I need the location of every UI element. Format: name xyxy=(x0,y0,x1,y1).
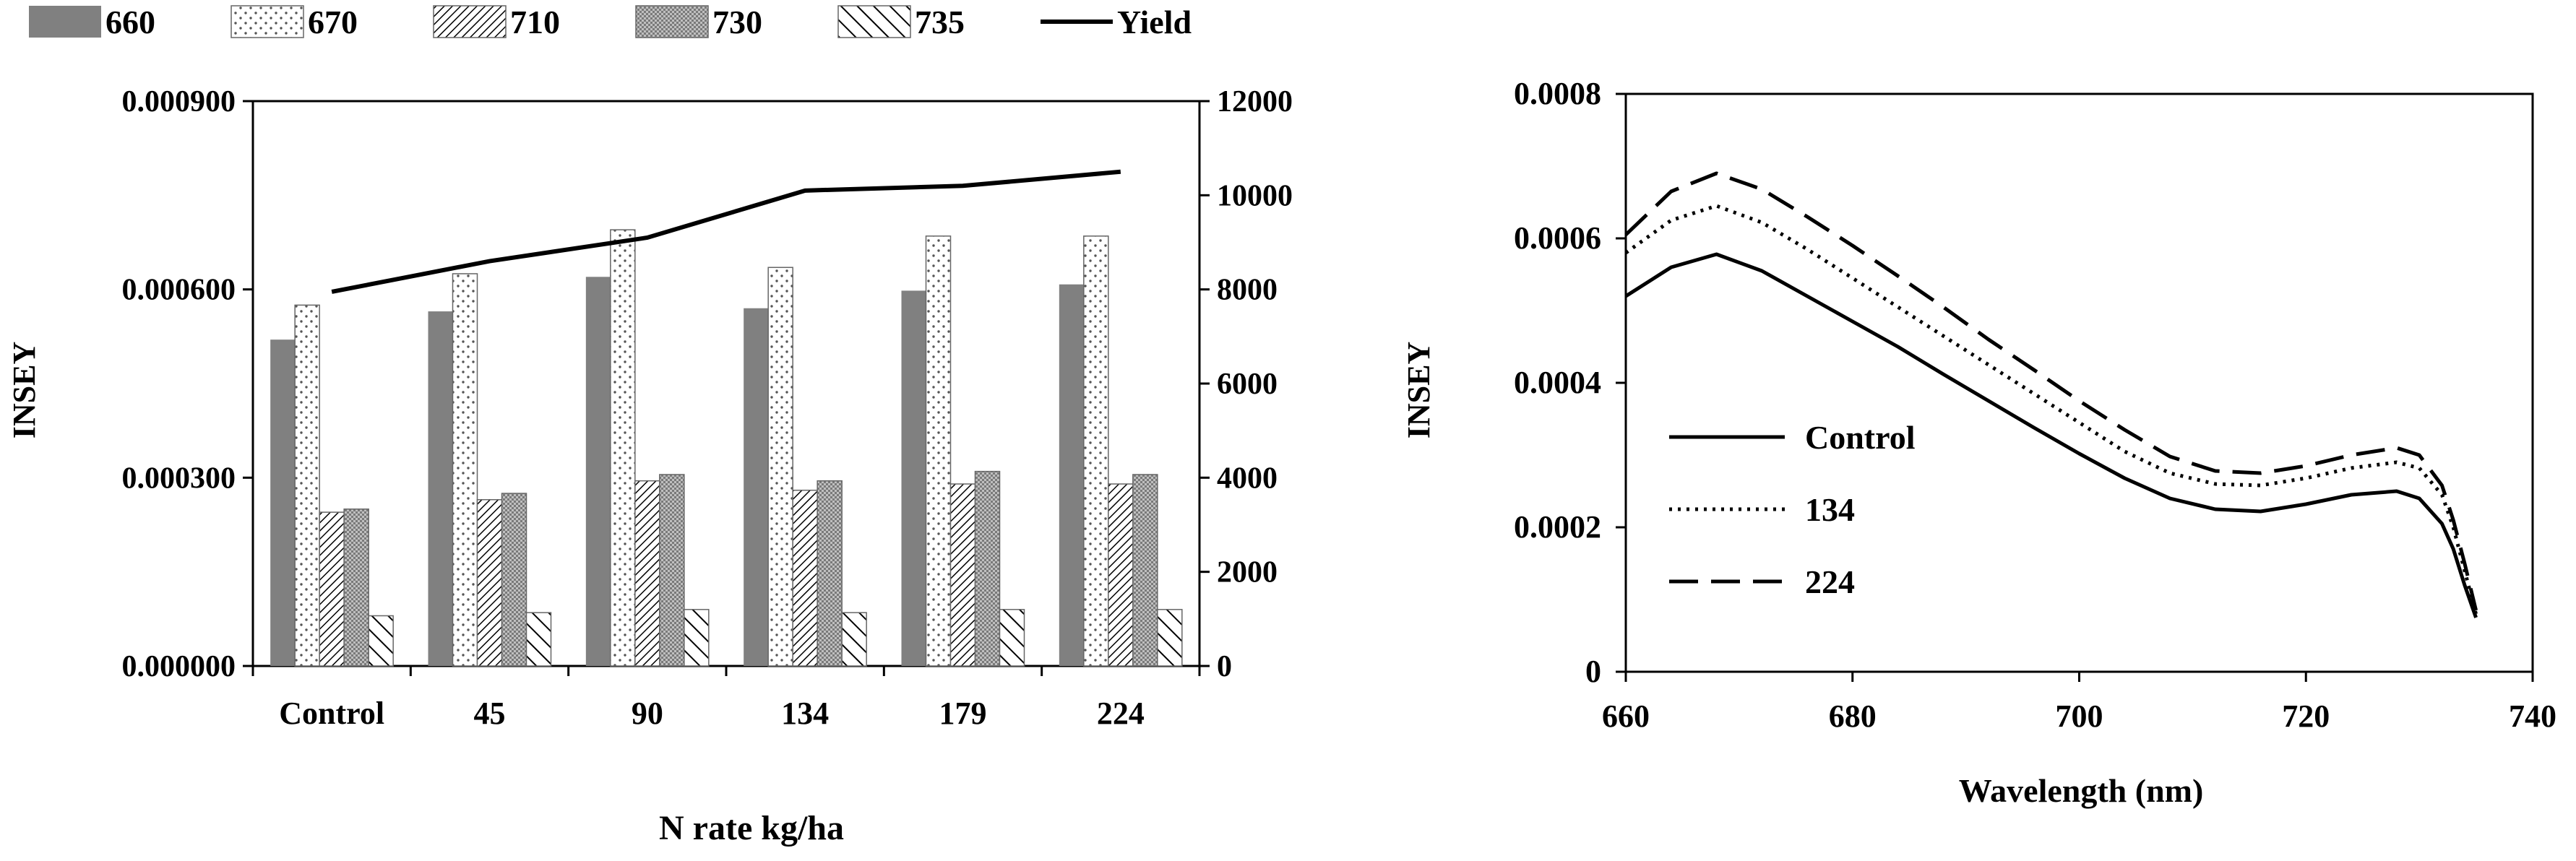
left-yield-line xyxy=(331,169,1121,294)
legend-label-134: 134 xyxy=(1805,491,1855,528)
right-series-lines xyxy=(1624,171,2478,618)
bar-660 xyxy=(585,277,611,666)
legend-label-Control: Control xyxy=(1805,419,1916,456)
bar-735 xyxy=(525,612,552,667)
bar-730 xyxy=(817,480,843,667)
bar-660 xyxy=(1059,284,1084,666)
bar-710 xyxy=(476,498,503,667)
left-y-tick-label: 0.000600 xyxy=(122,274,236,307)
right-y-tick-label: 0 xyxy=(1585,654,1601,689)
bar-730 xyxy=(974,470,1001,667)
legend-swatch-670 xyxy=(231,5,304,38)
left-x-tick-label: 90 xyxy=(632,696,663,731)
bar-670 xyxy=(767,267,793,667)
bar-670 xyxy=(452,273,478,667)
bar-710 xyxy=(634,480,660,667)
bar-735 xyxy=(999,609,1025,667)
left-legend: 660 670 710 730 735 Yield xyxy=(29,4,1192,40)
right-x-tick-label: 680 xyxy=(1829,698,1877,734)
left-x-tick-label: 134 xyxy=(781,696,829,731)
right-line-chart: 0 0.0002 0.0004 0.0006 0.0008 660 680 700 720 740… xyxy=(1401,76,2556,809)
left-y2-tick-label: 6000 xyxy=(1217,368,1278,401)
legend-label-670: 670 xyxy=(308,4,358,40)
bar-670 xyxy=(1083,235,1109,667)
left-y2-tick-label: 10000 xyxy=(1217,179,1293,212)
bar-735 xyxy=(684,609,710,667)
yield-line xyxy=(331,169,1121,294)
right-axes: 0 0.0002 0.0004 0.0006 0.0008 660 680 700 720 740 xyxy=(1514,76,2556,734)
right-y-axis-label: INSEY xyxy=(1401,342,1436,439)
bar-730 xyxy=(1132,474,1158,667)
bar-710 xyxy=(319,511,345,667)
legend-label-730: 730 xyxy=(712,4,762,40)
legend-label-Yield: Yield xyxy=(1117,4,1192,40)
left-axes: 0.000000 0.000300 0.000600 0.000900 0 2000 400… xyxy=(122,85,1293,731)
bar-670 xyxy=(294,304,320,667)
bar-660 xyxy=(901,290,926,667)
bar-710 xyxy=(792,489,818,667)
left-x-tick-label: 45 xyxy=(474,696,506,731)
legend-label-735: 735 xyxy=(915,4,965,40)
bar-710 xyxy=(949,483,976,667)
bar-730 xyxy=(343,509,369,667)
legend-label-710: 710 xyxy=(510,4,560,40)
legend-swatch-735 xyxy=(837,5,911,38)
bar-660 xyxy=(270,339,296,666)
legend-label-224: 224 xyxy=(1805,563,1855,600)
bar-670 xyxy=(925,235,952,667)
series-line-224 xyxy=(1624,171,2478,611)
left-y2-tick-label: 8000 xyxy=(1217,274,1278,307)
left-y-tick-label: 0.000300 xyxy=(122,462,236,495)
left-y2-tick-label: 4000 xyxy=(1217,462,1278,495)
left-y-tick-label: 0.000000 xyxy=(122,650,236,683)
legend-swatch-660 xyxy=(29,6,101,38)
right-x-tick-label: 740 xyxy=(2509,698,2556,734)
left-plot-frame xyxy=(251,100,1201,667)
left-y2-tick-label: 0 xyxy=(1217,650,1232,683)
left-bar-chart: 660 670 710 730 735 Yield 0.0000000.0003000.0… xyxy=(7,4,1293,847)
bar-710 xyxy=(1108,483,1134,667)
legend-swatch-730 xyxy=(635,5,709,38)
legend-swatch-710 xyxy=(433,5,507,38)
series-line-Control xyxy=(1624,252,2478,618)
right-y-tick-label: 0.0004 xyxy=(1514,365,1601,400)
right-x-tick-label: 720 xyxy=(2282,698,2330,734)
left-x-axis-label: N rate kg/ha xyxy=(659,809,844,847)
left-x-tick-label: 224 xyxy=(1097,696,1145,731)
left-bars xyxy=(270,229,1183,667)
right-y-tick-label: 0.0002 xyxy=(1514,509,1601,545)
bar-735 xyxy=(368,615,394,667)
bar-730 xyxy=(659,474,685,667)
right-plot-frame xyxy=(1624,92,2534,673)
left-x-tick-label: Control xyxy=(279,696,384,731)
bar-730 xyxy=(501,493,527,667)
left-y2-tick-label: 12000 xyxy=(1217,85,1293,118)
left-axis-labels: INSEY N rate kg/ha xyxy=(7,342,844,847)
right-x-tick-label: 700 xyxy=(2056,698,2103,734)
right-y-tick-label: 0.0006 xyxy=(1514,220,1601,256)
left-x-tick-label: 179 xyxy=(939,696,987,731)
legend-label-660: 660 xyxy=(105,4,155,40)
right-y-tick-label: 0.0008 xyxy=(1514,76,1601,111)
right-x-axis-label: Wavelength (nm) xyxy=(1959,772,2204,809)
bar-660 xyxy=(744,308,769,666)
bar-660 xyxy=(428,311,453,666)
left-y-axis-label: INSEY xyxy=(7,342,42,439)
left-y2-tick-label: 2000 xyxy=(1217,556,1278,589)
right-legend: Control 134 224 xyxy=(1669,419,1916,600)
left-y-tick-label: 0.000900 xyxy=(122,85,236,118)
bar-735 xyxy=(1157,609,1183,667)
bar-735 xyxy=(841,612,867,667)
right-x-tick-label: 660 xyxy=(1602,698,1650,734)
bar-670 xyxy=(610,229,636,667)
